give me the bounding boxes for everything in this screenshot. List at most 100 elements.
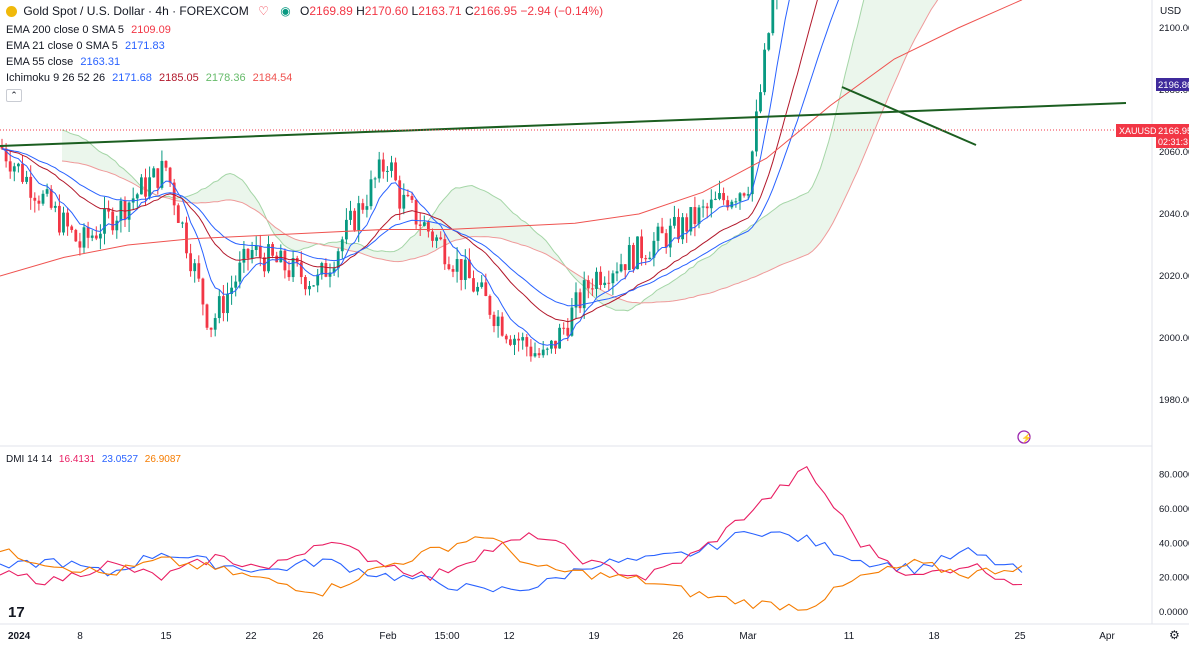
candle-body bbox=[701, 206, 705, 208]
currency-label: USD bbox=[1160, 6, 1181, 17]
candle-body bbox=[74, 229, 78, 242]
svg-text:⚡: ⚡ bbox=[1021, 432, 1032, 444]
candle-body bbox=[148, 177, 151, 197]
candle-body bbox=[632, 245, 635, 270]
candle-body bbox=[410, 196, 414, 200]
candle-body bbox=[451, 269, 455, 272]
candle-body bbox=[340, 239, 344, 252]
indicator-legend-ema55[interactable]: EMA 55 close 2163.31 bbox=[6, 56, 120, 69]
open-label: O bbox=[300, 4, 310, 18]
candle-body bbox=[763, 49, 766, 93]
price-tick-label: 1980.00 bbox=[1159, 395, 1189, 406]
indicator-label: DMI 14 14 bbox=[6, 454, 53, 465]
candle-body bbox=[746, 194, 750, 196]
indicator-label: Ichimoku 9 26 52 26 bbox=[6, 72, 106, 84]
candle-body bbox=[656, 226, 660, 241]
candle-body bbox=[365, 206, 369, 210]
candle-body bbox=[418, 224, 422, 226]
settings-gear-icon[interactable]: ⚙ bbox=[1169, 628, 1180, 642]
ichimoku-span-b bbox=[61, 0, 939, 304]
candle-body bbox=[94, 235, 98, 239]
candle-body bbox=[472, 278, 475, 292]
candle-body bbox=[21, 163, 24, 182]
high-label: H bbox=[356, 4, 365, 18]
indicator-value: 2171.83 bbox=[124, 40, 165, 52]
candle-body bbox=[398, 180, 402, 209]
candle-body bbox=[533, 353, 537, 357]
candle-body bbox=[582, 280, 586, 309]
open-value: 2169.89 bbox=[309, 4, 353, 18]
symbol-legend[interactable]: Gold Spot / U.S. Dollar · 4h · FOREXCOM … bbox=[6, 5, 603, 18]
candle-body bbox=[484, 282, 488, 297]
candle-body bbox=[664, 233, 668, 248]
time-tick-label: 8 bbox=[77, 631, 83, 642]
candle-body bbox=[685, 217, 689, 232]
candle-body bbox=[103, 208, 106, 234]
candle-body bbox=[238, 262, 242, 282]
price-axis[interactable]: 1980.002000.002020.002040.002060.002080.… bbox=[1159, 0, 1189, 406]
heart-icon[interactable]: ♡ bbox=[258, 4, 269, 18]
ichimoku-base-line bbox=[1, 0, 818, 323]
symbol-badge bbox=[1116, 124, 1156, 137]
candle-body bbox=[377, 159, 381, 179]
candle-body bbox=[328, 272, 332, 277]
time-tick-label: Apr bbox=[1099, 631, 1115, 642]
candle-body bbox=[730, 201, 734, 208]
time-tick-label: 19 bbox=[588, 631, 600, 642]
candle-body bbox=[320, 263, 324, 275]
candle-body bbox=[427, 222, 430, 232]
dmi-pane bbox=[0, 465, 1023, 611]
candle-body bbox=[513, 338, 516, 345]
indicator-legend-ichimoku[interactable]: Ichimoku 9 26 52 26 2171.68 2185.05 2178… bbox=[6, 72, 292, 85]
indicator-label: EMA 200 close 0 SMA 5 bbox=[6, 24, 125, 36]
dmi-legend[interactable]: DMI 14 14 16.4131 23.0527 26.9087 bbox=[6, 453, 181, 466]
candle-body bbox=[447, 264, 451, 270]
candle-body bbox=[537, 353, 541, 356]
candle-body bbox=[673, 216, 676, 226]
candle-body bbox=[78, 241, 82, 248]
candle-body bbox=[41, 193, 45, 204]
dmi-axis[interactable]: 0.0000 20.0000 40.0000 60.0000 80.0000 bbox=[1159, 470, 1189, 618]
time-axis[interactable]: 2024 8 15 22 26 Feb 15:00 12 19 26 Mar 11 18 25 Apr bbox=[8, 631, 1115, 642]
candle-body bbox=[627, 245, 631, 271]
candle-body bbox=[271, 244, 274, 256]
candle-body bbox=[652, 240, 656, 258]
candle-body bbox=[771, 0, 775, 34]
tradingview-logo-icon[interactable]: 17 bbox=[8, 604, 25, 621]
candle-body bbox=[521, 337, 525, 341]
candle-body bbox=[111, 211, 115, 231]
low-value: 2163.71 bbox=[418, 4, 462, 18]
collapse-legend-button[interactable]: ⌃ bbox=[6, 89, 22, 102]
indicator-legend-ema21[interactable]: EMA 21 close 0 SMA 5 2171.83 bbox=[6, 40, 165, 53]
candle-body bbox=[476, 286, 479, 292]
indicator-legend-ema200[interactable]: EMA 200 close 0 SMA 5 2109.09 bbox=[6, 24, 171, 37]
candle-body bbox=[189, 253, 192, 272]
candle-body bbox=[381, 159, 385, 172]
candle-body bbox=[181, 222, 184, 224]
candle-body bbox=[25, 176, 28, 182]
candle-body bbox=[217, 296, 221, 319]
candle-body bbox=[693, 207, 697, 225]
candle-body bbox=[230, 287, 233, 294]
candle-body bbox=[500, 316, 504, 336]
candle-body bbox=[525, 337, 529, 347]
candle-body bbox=[115, 220, 119, 231]
lightning-event-icon[interactable] bbox=[1017, 430, 1031, 444]
resistance-price-text: 2196.86 bbox=[1158, 80, 1189, 91]
trendline-down bbox=[841, 86, 977, 146]
candle-body bbox=[176, 205, 180, 223]
candle-body bbox=[492, 314, 496, 327]
candle-body bbox=[127, 202, 131, 220]
candle-body bbox=[541, 349, 545, 356]
dmi-series-line bbox=[0, 465, 1023, 586]
candle-body bbox=[443, 239, 447, 265]
candle-body bbox=[439, 237, 443, 240]
symbol-badge-text: XAUUSD bbox=[1119, 126, 1157, 136]
candle-body bbox=[509, 339, 512, 345]
candle-body bbox=[558, 327, 561, 349]
indicator-value: 2178.36 bbox=[205, 72, 246, 84]
indicator-value: 16.4131 bbox=[58, 454, 96, 465]
candle-body bbox=[37, 200, 41, 204]
candle-body bbox=[246, 248, 250, 259]
